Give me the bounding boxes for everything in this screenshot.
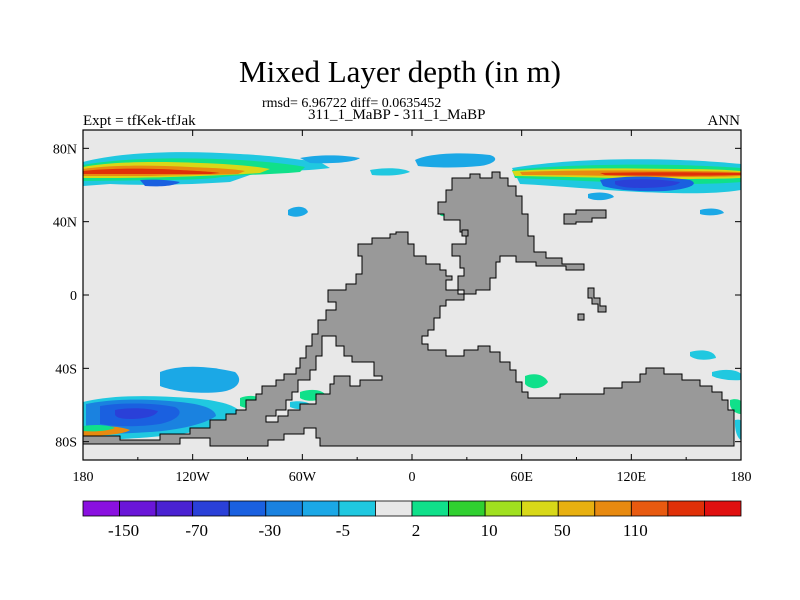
x-tick-label: 180 [73,470,94,485]
colorbar-swatch [630,500,669,517]
x-tick-label: 60W [289,470,317,485]
colorbar-swatch [448,500,486,517]
x-tick-label: 120W [176,470,211,485]
colorbar: -150 -70 -30 -5 2 10 50 110 [82,500,742,540]
colorbar-swatch [301,500,340,517]
colorbar-swatch [484,500,523,517]
y-tick-label: 80S [55,436,77,451]
colorbar-label: 10 [481,521,498,540]
colorbar-label: 110 [623,521,648,540]
colorbar-swatch [521,500,559,517]
land-masses [82,171,735,447]
map-area [82,129,742,461]
land-main-continent [82,231,735,447]
land-north-island [563,209,607,225]
y-tick-label: 40N [53,216,77,231]
colorbar-swatch [704,500,742,517]
y-tick-label: 40S [55,362,77,377]
anomaly-field-north-east [512,159,741,216]
colorbar-swatch [375,500,413,517]
season-label: ANN [707,113,741,129]
land-islet-b [587,287,607,313]
colorbar-label: -70 [185,521,208,540]
colorbar-swatch [667,500,705,517]
colorbar-swatch [192,500,230,517]
colorbar-swatch [338,500,376,517]
colorbar-swatch [155,500,194,517]
colorbar-label: -30 [258,521,281,540]
colorbar-swatch [82,500,120,517]
colorbar-swatch [228,500,267,517]
colorbar-swatch [119,500,157,517]
land-islet-a [461,229,469,237]
colorbar-label: 2 [412,521,421,540]
chart-subtitle: 311_1_MaBP - 311_1_MaBP [308,107,486,123]
y-tick-label: 0 [70,289,77,304]
x-tick-label: 180 [731,470,752,485]
colorbar-label: -150 [108,521,139,540]
map-axes: 180 120W 60W 0 60E 120E 180 80N 40N 0 40S 80S [53,130,752,485]
colorbar-swatch [594,500,632,517]
colorbar-label: -5 [336,521,350,540]
land-islet-c [577,313,585,321]
x-tick-label: 0 [409,470,416,485]
colorbar-swatch [557,500,596,517]
rmsd-text: rmsd= 6.96722 diff= 0.0635452 [262,96,442,111]
chart-title: Mixed Layer depth (in m) [239,54,561,89]
colorbar-label: 50 [554,521,571,540]
colorbar-swatch [265,500,303,517]
anomaly-field-north-west [83,152,496,217]
y-tick-label: 80N [53,142,77,157]
x-tick-label: 60E [510,470,533,485]
experiment-label: Expt = tfKek-tfJak [83,113,196,129]
x-tick-label: 120E [617,470,647,485]
colorbar-swatch [411,500,449,517]
